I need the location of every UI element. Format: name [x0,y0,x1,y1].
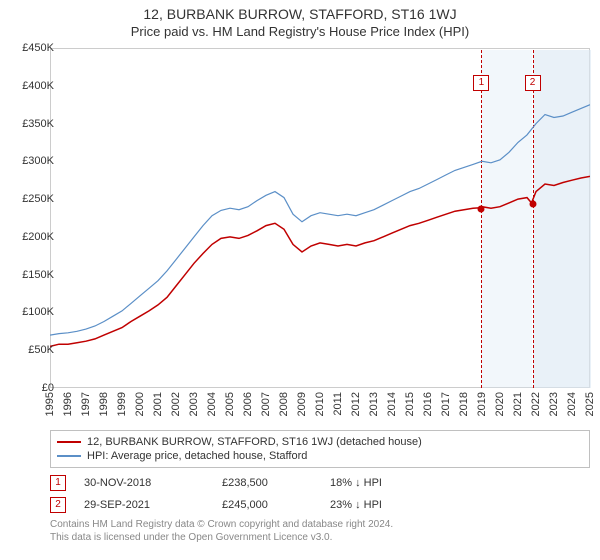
x-tick-label: 2010 [314,392,326,416]
x-tick-label: 2019 [476,392,488,416]
series-line [50,105,590,335]
x-tick-label: 2001 [152,392,164,416]
x-tick-label: 2007 [260,392,272,416]
x-tick-label: 2013 [368,392,380,416]
y-tick-label: £350K [6,118,54,130]
x-tick-label: 1995 [44,392,56,416]
sales-row-price: £245,000 [222,499,312,511]
legend-box: 12, BURBANK BURROW, STAFFORD, ST16 1WJ (… [50,430,590,468]
y-tick-label: £150K [6,269,54,281]
x-tick-label: 2025 [584,392,596,416]
sales-row-price: £238,500 [222,477,312,489]
legend-label: HPI: Average price, detached house, Staf… [87,450,307,462]
sales-row-pct: 18% ↓ HPI [330,477,420,489]
footer-attribution: Contains HM Land Registry data © Crown c… [50,518,590,544]
y-tick-label: £100K [6,306,54,318]
plot-area: 12 [50,48,590,388]
y-tick-label: £50K [6,344,54,356]
sales-row-pct: 23% ↓ HPI [330,499,420,511]
x-tick-label: 2008 [278,392,290,416]
legend-item: HPI: Average price, detached house, Staf… [57,449,583,463]
x-tick-label: 2021 [512,392,524,416]
x-tick-label: 2017 [440,392,452,416]
x-tick-label: 1997 [80,392,92,416]
x-tick-label: 2003 [188,392,200,416]
sale-marker-label: 1 [473,75,489,91]
legend-label: 12, BURBANK BURROW, STAFFORD, ST16 1WJ (… [87,436,422,448]
x-tick-label: 2004 [206,392,218,416]
series-line [50,176,590,346]
x-tick-label: 2016 [422,392,434,416]
y-tick-label: £400K [6,80,54,92]
sales-row-marker: 2 [50,497,66,513]
chart-container: 12, BURBANK BURROW, STAFFORD, ST16 1WJ P… [0,0,600,560]
legend-item: 12, BURBANK BURROW, STAFFORD, ST16 1WJ (… [57,435,583,449]
x-tick-label: 2022 [530,392,542,416]
x-tick-label: 2011 [332,392,344,416]
line-series-svg [50,48,590,388]
sales-row-date: 29-SEP-2021 [84,499,204,511]
x-tick-label: 2023 [548,392,560,416]
chart-title-address: 12, BURBANK BURROW, STAFFORD, ST16 1WJ [0,0,600,22]
sale-marker-dot [529,200,536,207]
sale-marker-dot [478,205,485,212]
sales-table-row: 2 29-SEP-2021 £245,000 23% ↓ HPI [50,494,590,516]
sales-table-row: 1 30-NOV-2018 £238,500 18% ↓ HPI [50,472,590,494]
x-tick-label: 2005 [224,392,236,416]
y-tick-label: £450K [6,42,54,54]
x-tick-label: 2020 [494,392,506,416]
x-tick-label: 2018 [458,392,470,416]
y-tick-label: £200K [6,231,54,243]
x-tick-label: 2000 [134,392,146,416]
y-tick-label: £250K [6,193,54,205]
y-tick-label: £300K [6,155,54,167]
x-tick-label: 2014 [386,392,398,416]
legend-swatch [57,455,81,457]
x-tick-label: 2002 [170,392,182,416]
sales-row-marker: 1 [50,475,66,491]
x-tick-label: 1999 [116,392,128,416]
x-tick-label: 2015 [404,392,416,416]
footer-line-2: This data is licensed under the Open Gov… [50,531,590,544]
x-tick-label: 2006 [242,392,254,416]
sale-marker-label: 2 [525,75,541,91]
x-tick-label: 2012 [350,392,362,416]
x-tick-label: 2009 [296,392,308,416]
sales-table: 1 30-NOV-2018 £238,500 18% ↓ HPI 2 29-SEP-202… [50,472,590,516]
x-tick-label: 2024 [566,392,578,416]
sales-row-date: 30-NOV-2018 [84,477,204,489]
footer-line-1: Contains HM Land Registry data © Crown c… [50,518,590,531]
x-tick-label: 1996 [62,392,74,416]
x-tick-label: 1998 [98,392,110,416]
chart-subtitle: Price paid vs. HM Land Registry's House … [0,22,600,45]
legend-swatch [57,441,81,443]
